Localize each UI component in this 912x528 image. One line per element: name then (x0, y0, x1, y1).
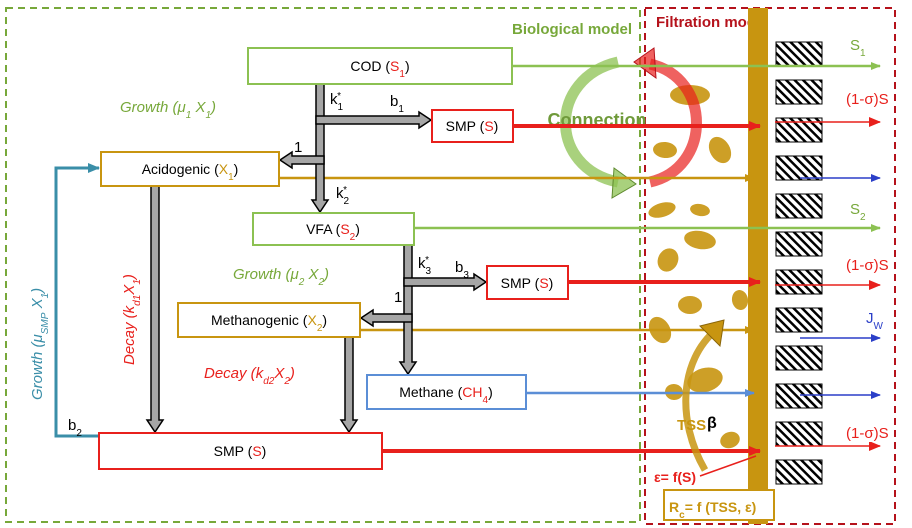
reaction-arrow (278, 150, 325, 170)
yield-label: b1 (390, 93, 404, 115)
pointer (699, 455, 757, 477)
membrane-pore (775, 231, 823, 257)
filtration-title: Filtration model (656, 14, 769, 31)
box-label: SMP (S) (501, 275, 554, 291)
reaction-arrow (339, 336, 359, 434)
box-label: COD (S1) (350, 58, 409, 80)
particle (657, 248, 679, 272)
acidogenic-box (100, 151, 280, 187)
methane-box (366, 374, 527, 410)
yield-label: b3 (455, 259, 469, 281)
growth-smp-arrow (54, 163, 100, 438)
connection-arrow (648, 58, 702, 188)
beta-label: β (707, 415, 717, 432)
membrane-pore (775, 193, 823, 219)
membrane (748, 8, 768, 524)
smp-box (98, 432, 383, 470)
resistance-label: Rc= f (TSS, ε) (669, 499, 756, 521)
porosity-label: ε= f(S) (654, 469, 696, 485)
output-label: (1-σ)S (846, 425, 889, 442)
biological-frame (5, 7, 641, 523)
membrane-pore (775, 459, 823, 485)
box-label: Methanogenic (X2) (211, 312, 327, 334)
output-label: S2 (850, 201, 866, 223)
smp-box (486, 265, 569, 300)
box-label: Acidogenic (X1) (142, 161, 239, 183)
beta-arrowhead (699, 319, 725, 348)
particle (678, 296, 702, 314)
particle (731, 290, 749, 310)
filtration-frame (644, 7, 896, 525)
resistance-box (663, 489, 775, 521)
membrane-pore (775, 307, 823, 333)
box-label: SMP (S) (214, 443, 267, 459)
membrane-pore (775, 421, 823, 447)
vfa-box (252, 212, 415, 246)
particle (648, 202, 676, 218)
output-label: (1-σ)S (846, 257, 889, 274)
stoich-label: 1 (394, 289, 402, 306)
methanogenic-box (177, 302, 361, 338)
yield-label: b2 (68, 417, 82, 439)
output-label: (1-σ)S (846, 91, 889, 108)
particle (690, 203, 710, 217)
smp-box (431, 109, 514, 143)
flux-label: JW (866, 310, 884, 332)
particle (720, 431, 740, 449)
rate-label: k1* (330, 91, 344, 113)
connection-arrowhead (611, 167, 637, 199)
box-label: SMP (S) (446, 118, 499, 134)
flows (54, 62, 881, 456)
reaction-arrow (398, 244, 418, 376)
membrane-pore (775, 383, 823, 409)
growth-smp-label: Growth (μSMP X1) (29, 288, 51, 400)
reaction-arrow (145, 185, 165, 434)
box-label: VFA (S2) (306, 221, 360, 243)
reaction-arrow (310, 83, 330, 214)
reaction-arrow (403, 272, 488, 292)
growth-label: Growth (μ1 X1) (120, 99, 216, 121)
biological-title: Biological model (512, 21, 632, 38)
particle (653, 141, 677, 159)
decay-label: Decay (kd1X1) (121, 274, 143, 365)
decay-label: Decay (kd2X2) (204, 365, 295, 387)
output-label: S1 (850, 37, 866, 59)
membrane-pore (775, 345, 823, 371)
membrane-pore (775, 155, 823, 181)
particle (708, 136, 732, 164)
membrane-pore (775, 41, 823, 67)
particle (687, 367, 723, 393)
rate-label: k3* (418, 255, 432, 277)
membrane-pore (775, 79, 823, 105)
beta-arrow (682, 327, 719, 472)
connection-arrowhead (633, 47, 657, 80)
reaction-arrow (315, 110, 433, 130)
cod-box (247, 47, 513, 85)
rate-label: k2* (336, 185, 350, 207)
reaction-arrow (359, 308, 413, 328)
membrane-pore (775, 269, 823, 295)
stoich-label: 1 (294, 139, 302, 156)
particle (684, 230, 716, 250)
connection-arrow (560, 56, 620, 188)
growth-label: Growth (μ2 X2) (233, 266, 329, 288)
tss-label: TSS (677, 417, 706, 434)
box-label: Methane (CH4) (399, 384, 493, 406)
